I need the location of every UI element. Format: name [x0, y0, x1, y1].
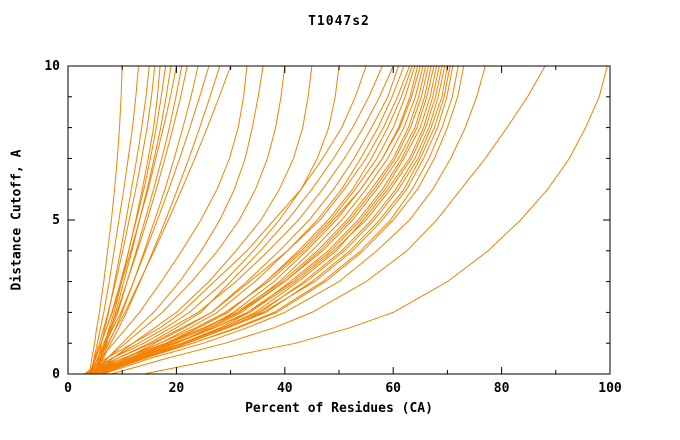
series-line [89, 65, 177, 375]
y-axis-label: Distance Cutoff, A [9, 149, 25, 291]
series-line [92, 65, 383, 375]
x-tick-label: 80 [494, 381, 510, 396]
series-line [94, 65, 221, 375]
series-line [84, 65, 367, 375]
series-line [96, 65, 440, 375]
series-line [87, 65, 454, 375]
series-line [100, 65, 435, 375]
series-line [94, 65, 183, 375]
series-line [91, 65, 465, 375]
series-line [90, 65, 139, 375]
series-line [111, 65, 546, 375]
x-axis-label: Percent of Residues (CA) [245, 401, 433, 416]
series-line [94, 65, 199, 375]
series-line [85, 65, 394, 375]
series-line [89, 65, 123, 375]
x-tick-label: 60 [385, 381, 401, 396]
series-line [103, 65, 486, 375]
y-tick-label: 5 [52, 213, 60, 228]
series-line [84, 65, 421, 375]
series-line [89, 65, 248, 375]
series-line [90, 65, 448, 375]
series-line [90, 65, 188, 375]
y-tick-label: 0 [52, 367, 60, 382]
series-line [89, 65, 340, 375]
series-line [86, 65, 443, 375]
series-line [91, 65, 286, 375]
series-line [90, 65, 232, 375]
series-line [85, 65, 432, 375]
series-line [91, 65, 427, 375]
series-line [94, 65, 264, 375]
series-line [94, 65, 419, 375]
x-tick-label: 20 [169, 381, 185, 396]
series-line [89, 65, 210, 375]
series-line [143, 65, 608, 375]
series-line [94, 65, 150, 375]
series-line [94, 65, 451, 375]
x-tick-label: 40 [277, 381, 293, 396]
chart-title: T1047s2 [308, 14, 370, 29]
series-line [89, 65, 156, 375]
x-tick-label: 0 [64, 381, 72, 396]
series-line [89, 65, 438, 375]
x-tick-label: 100 [598, 381, 622, 396]
series-line [86, 65, 410, 375]
y-tick-label: 10 [44, 59, 60, 74]
series-line [94, 65, 400, 375]
